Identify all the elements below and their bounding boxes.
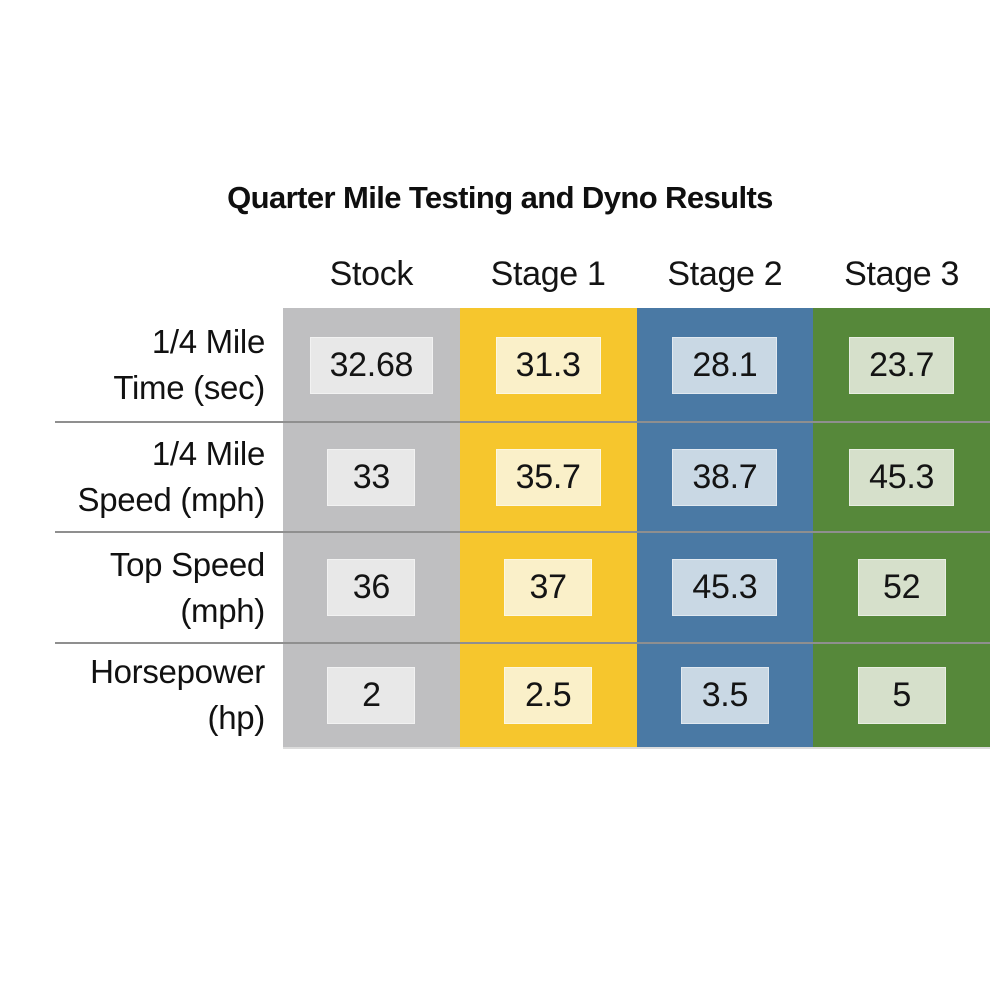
value-box: 31.3 — [495, 336, 601, 394]
value-box: 37 — [504, 559, 593, 616]
row-label-line: (hp) — [207, 699, 266, 736]
row-divider — [55, 531, 990, 533]
value-cell: 35.7 — [459, 422, 637, 532]
row-label-line: Speed (mph) — [77, 481, 266, 518]
value-cell: 45.3 — [813, 422, 990, 532]
value-box: 23.7 — [849, 336, 955, 394]
row-label-line: Time (sec) — [113, 369, 265, 406]
row-label-quarter-mile-time: 1/4 Mile Time (sec) — [55, 308, 283, 422]
row-label-line: Top Speed — [109, 545, 265, 583]
column-header-stock: Stock — [329, 255, 414, 293]
value-cell: 31.3 — [459, 308, 637, 422]
value-cell: 23.7 — [813, 308, 990, 422]
column-header-stage-2: Stage 2 — [667, 255, 783, 293]
value-cell: 5 — [813, 643, 990, 747]
row-divider — [55, 642, 990, 644]
value-cell: 28.1 — [636, 308, 814, 422]
column-header-stage-3: Stage 3 — [844, 255, 960, 293]
value-box: 28.1 — [672, 336, 778, 394]
corner-spacer — [55, 240, 283, 308]
value-box: 52 — [857, 559, 946, 616]
table-bottom-edge — [283, 747, 990, 749]
row-label-top-speed: Top Speed (mph) — [55, 532, 283, 643]
column-header-stage-1: Stage 1 — [490, 255, 606, 293]
value-cell: 2 — [283, 643, 460, 747]
value-box: 38.7 — [672, 448, 778, 506]
value-cell: 2.5 — [459, 643, 637, 747]
value-box: 36 — [327, 559, 416, 616]
row-label-line: 1/4 Mile — [151, 323, 265, 361]
value-cell: 3.5 — [636, 643, 814, 747]
value-box: 2.5 — [504, 666, 593, 724]
value-cell: 32.68 — [283, 308, 460, 422]
row-label-quarter-mile-speed: 1/4 Mile Speed (mph) — [55, 422, 283, 532]
value-box: 3.5 — [680, 666, 769, 724]
row-label-line: (mph) — [180, 591, 265, 629]
value-box: 35.7 — [495, 448, 601, 506]
value-cell: 37 — [459, 532, 637, 643]
value-box: 5 — [857, 666, 946, 724]
results-table: Stock Stage 1 Stage 2 Stage 3 1/4 Mile T… — [55, 240, 990, 747]
value-box: 45.3 — [849, 448, 955, 506]
value-cell: 45.3 — [636, 532, 814, 643]
value-box: 32.68 — [309, 336, 434, 394]
value-cell: 38.7 — [636, 422, 814, 532]
row-label-horsepower: Horsepower (hp) — [55, 643, 283, 747]
chart-title: Quarter Mile Testing and Dyno Results — [227, 180, 773, 215]
value-cell: 33 — [283, 422, 460, 532]
value-cell: 52 — [813, 532, 990, 643]
row-label-line: Horsepower — [90, 653, 265, 691]
value-cell: 36 — [283, 532, 460, 643]
value-box: 33 — [327, 448, 416, 506]
row-divider — [55, 421, 990, 423]
row-label-line: 1/4 Mile — [151, 435, 265, 473]
value-box: 45.3 — [672, 559, 778, 616]
value-box: 2 — [327, 666, 416, 724]
